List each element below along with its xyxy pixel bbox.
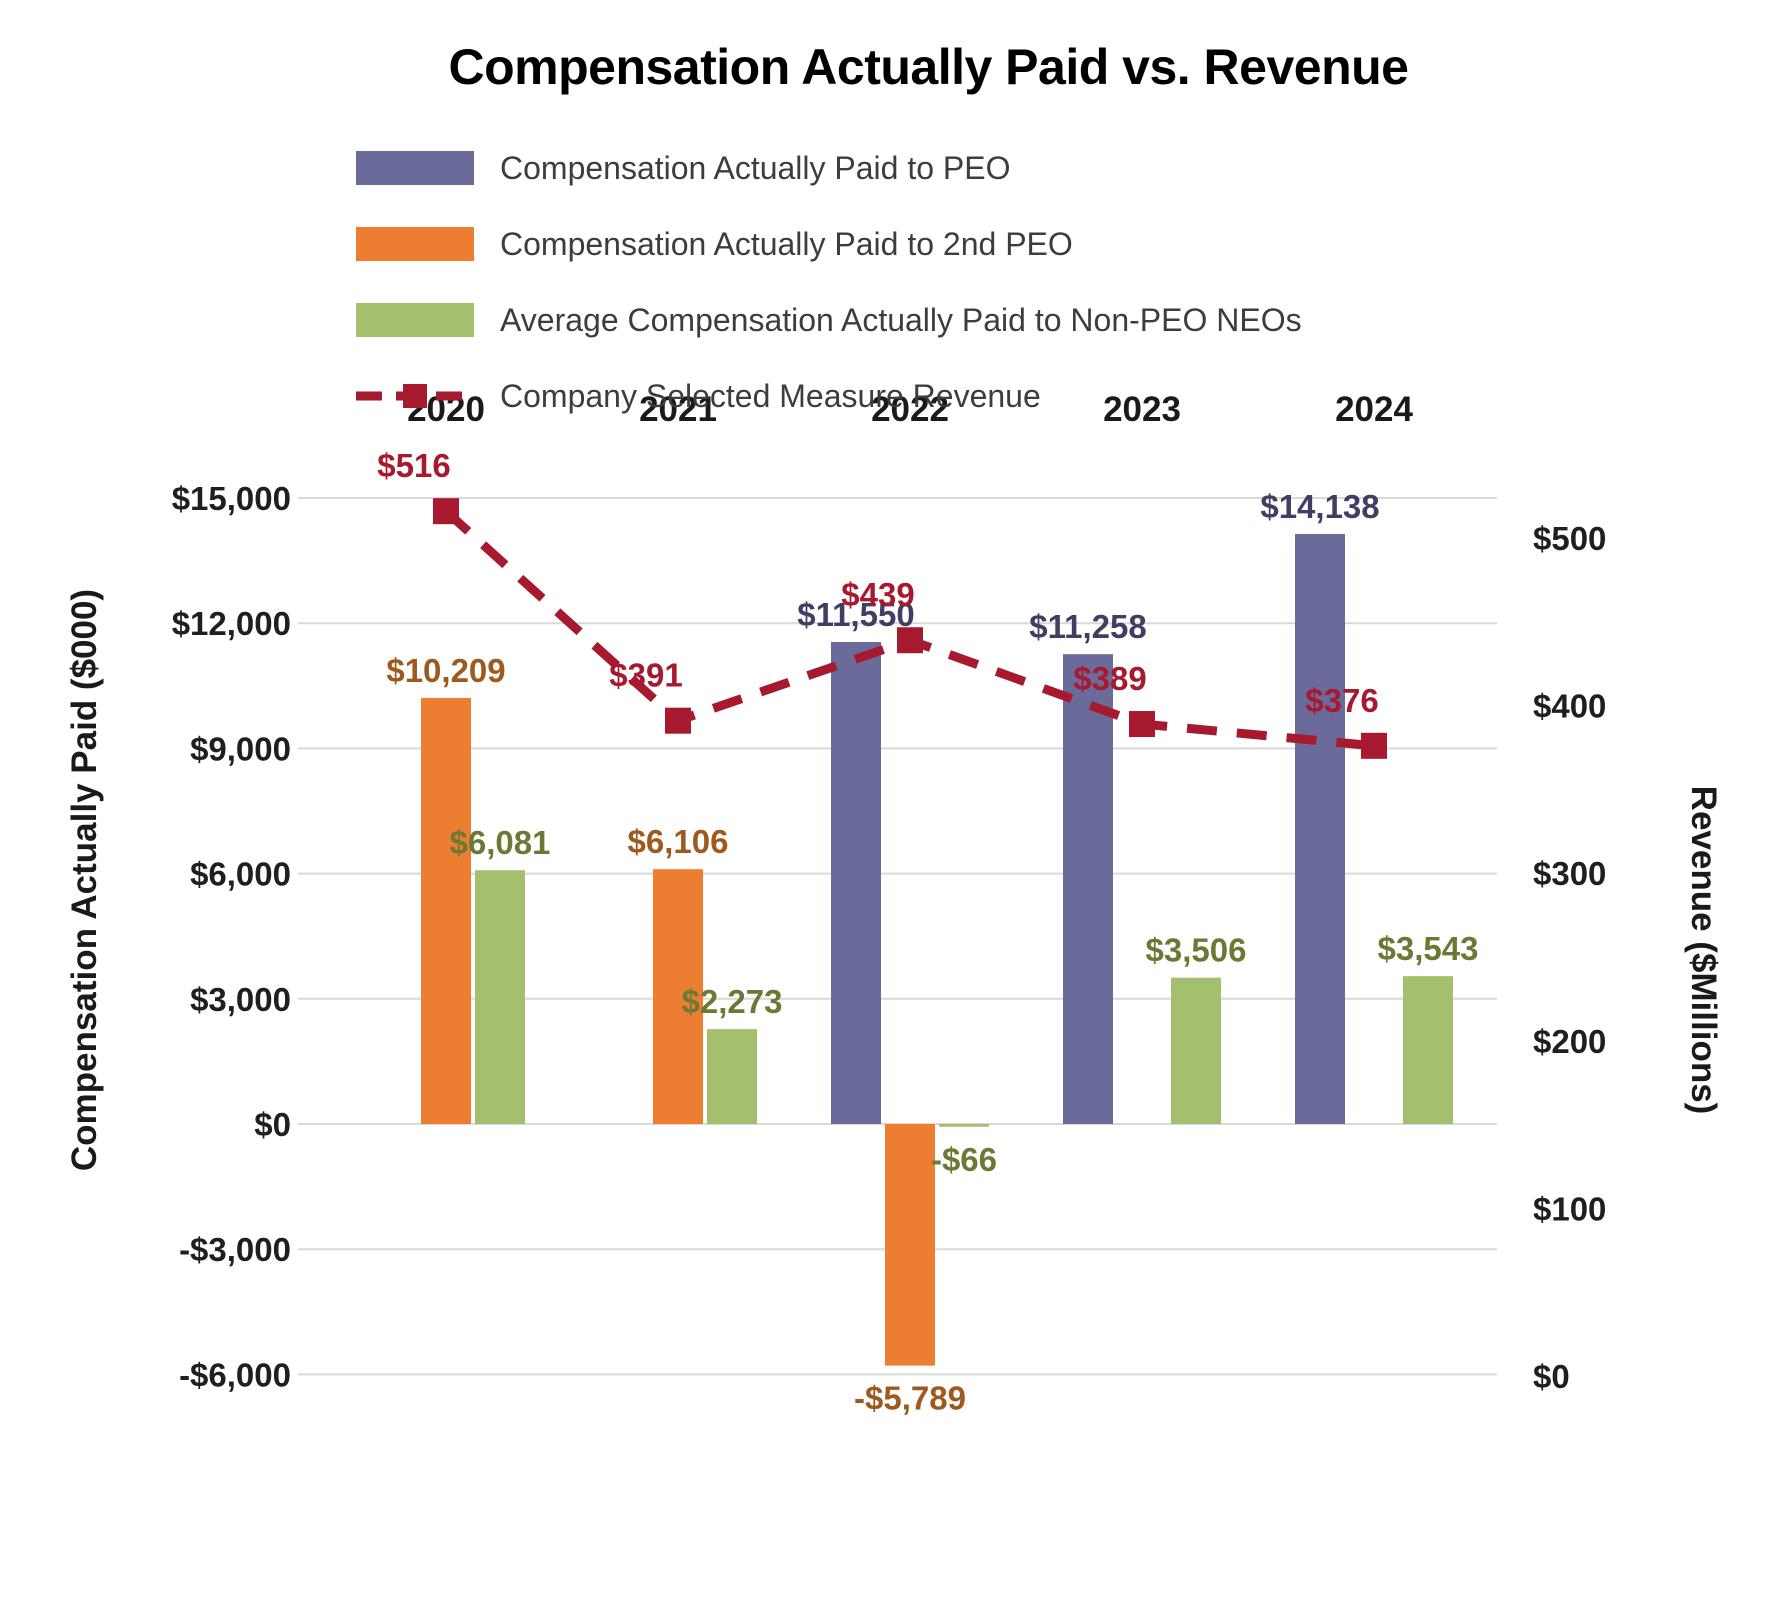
bar-value-label-series0-2023: $11,258 xyxy=(1029,608,1146,645)
legend-item-2nd-peo: Compensation Actually Paid to 2nd PEO xyxy=(356,226,1302,262)
bar-series2-2022 xyxy=(939,1124,989,1127)
right-axis-tick: $100 xyxy=(1533,1190,1606,1227)
revenue-marker-2024 xyxy=(1361,732,1387,759)
left-axis-tick: $15,000 xyxy=(172,480,291,517)
bar-value-label-series0-2024: $14,138 xyxy=(1260,488,1379,525)
revenue-marker-2022 xyxy=(897,627,923,654)
revenue-marker-2020 xyxy=(433,498,459,525)
right-axis-tick: $300 xyxy=(1533,855,1606,892)
bar-value-label-series2-2024: $3,543 xyxy=(1378,930,1479,967)
legend-square-marker xyxy=(403,384,427,408)
bar-series0-2024 xyxy=(1295,533,1345,1124)
legend-swatch-2nd-peo xyxy=(356,227,474,261)
revenue-value-label-2020: $516 xyxy=(377,447,450,484)
legend: Compensation Actually Paid to PEO Compen… xyxy=(356,150,1302,454)
bar-series2-2024 xyxy=(1403,976,1453,1124)
bar-value-label-series2-2021: $2,273 xyxy=(682,983,783,1020)
bar-series1-2022 xyxy=(885,1124,935,1366)
left-axis-tick: $6,000 xyxy=(190,856,291,893)
legend-label-peo: Compensation Actually Paid to PEO xyxy=(500,149,1011,186)
revenue-value-label-2022: $439 xyxy=(841,576,914,613)
revenue-marker-2023 xyxy=(1129,711,1155,738)
bar-value-label-series1-2020: $10,209 xyxy=(386,652,505,689)
bar-series1-2020 xyxy=(421,697,471,1124)
bar-series2-2021 xyxy=(707,1029,757,1124)
left-axis-tick: -$3,000 xyxy=(179,1231,291,1268)
category-label-2024: 2024 xyxy=(1335,390,1413,429)
left-axis-tick: $0 xyxy=(254,1106,291,1143)
left-axis-tick: -$6,000 xyxy=(179,1356,291,1393)
bar-value-label-series1-2022: -$5,789 xyxy=(854,1380,966,1417)
legend-swatch-non-peo-neos xyxy=(356,303,474,337)
legend-label-non-peo-neos: Average Compensation Actually Paid to No… xyxy=(500,301,1302,338)
bar-series0-2022 xyxy=(831,641,881,1124)
legend-swatch-peo xyxy=(356,151,474,185)
legend-dashed-line-marker xyxy=(356,384,474,408)
bar-series1-2021 xyxy=(653,869,703,1124)
left-axis-tick: $9,000 xyxy=(190,730,291,767)
bar-series0-2023 xyxy=(1063,654,1113,1124)
left-axis-tick: $12,000 xyxy=(172,605,291,642)
left-axis-title: Compensation Actually Paid ($000) xyxy=(65,588,104,1172)
legend-label-2nd-peo: Compensation Actually Paid to 2nd PEO xyxy=(500,225,1073,262)
bar-value-label-series2-2022: -$66 xyxy=(931,1141,997,1178)
bar-value-label-series1-2021: $6,106 xyxy=(628,823,729,860)
bar-value-label-series0-2022: $11,550 xyxy=(797,596,914,633)
right-axis-tick: $400 xyxy=(1533,688,1606,725)
right-axis-tick: $0 xyxy=(1533,1358,1570,1395)
bar-value-label-series2-2020: $6,081 xyxy=(450,824,551,861)
legend-label-revenue: Company Selected Measure Revenue xyxy=(500,377,1041,414)
right-axis-title: Revenue ($Millions) xyxy=(1684,785,1723,1115)
revenue-value-label-2024: $376 xyxy=(1305,682,1378,719)
legend-item-non-peo-neos: Average Compensation Actually Paid to No… xyxy=(356,302,1302,338)
revenue-value-label-2021: $391 xyxy=(609,657,682,694)
left-axis-tick: $3,000 xyxy=(190,981,291,1018)
right-axis-tick: $200 xyxy=(1533,1023,1606,1060)
bar-series2-2023 xyxy=(1171,977,1221,1124)
category-label-2022: 2022 xyxy=(871,390,949,429)
chart-title: Compensation Actually Paid vs. Revenue xyxy=(448,39,1409,95)
legend-item-revenue: Company Selected Measure Revenue xyxy=(356,378,1302,414)
revenue-marker-2021 xyxy=(665,707,691,734)
bar-series2-2020 xyxy=(475,870,525,1124)
legend-item-peo: Compensation Actually Paid to PEO xyxy=(356,150,1302,186)
category-label-2023: 2023 xyxy=(1103,390,1181,429)
revenue-value-label-2023: $389 xyxy=(1073,660,1146,697)
right-axis-tick: $500 xyxy=(1533,520,1606,557)
bar-value-label-series2-2023: $3,506 xyxy=(1146,932,1247,969)
category-label-2021: 2021 xyxy=(639,390,717,429)
